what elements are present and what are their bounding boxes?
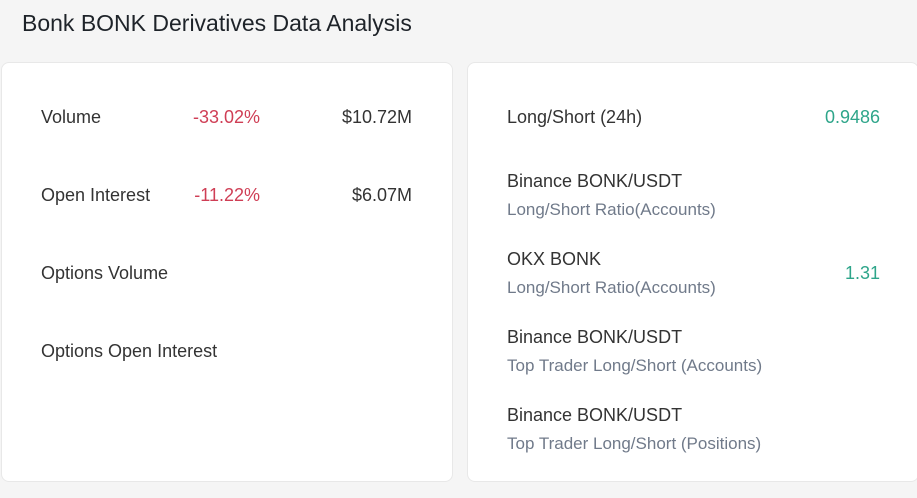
open-interest-label: Open Interest <box>41 185 151 205</box>
open-interest-change: -11.22% <box>194 185 260 205</box>
ratio-item-subtitle: Top Trader Long/Short (Accounts) <box>507 356 763 375</box>
options-volume-row: Options Volume <box>41 261 412 285</box>
ratio-item-title: Binance BONK/USDT <box>507 327 683 347</box>
ratio-item-title: Binance BONK/USDT <box>507 405 683 425</box>
ratio-item: Binance BONK/USDT Top Trader Long/Short … <box>507 325 880 378</box>
derivatives-summary-card: Volume -33.02% $10.72M Open Interest -11… <box>1 62 453 482</box>
ratio-item: OKX BONK Long/Short Ratio(Accounts) 1.31 <box>507 247 880 300</box>
long-short-24h-label: Long/Short (24h) <box>507 107 643 127</box>
volume-label: Volume <box>41 107 102 127</box>
ratio-item-subtitle: Long/Short Ratio(Accounts) <box>507 200 716 219</box>
options-open-interest-label: Options Open Interest <box>41 341 218 361</box>
ratio-item-title: Binance BONK/USDT <box>507 171 683 191</box>
options-volume-label: Options Volume <box>41 263 169 283</box>
volume-row: Volume -33.02% $10.72M <box>41 105 412 129</box>
ratio-item-subtitle: Long/Short Ratio(Accounts) <box>507 278 716 297</box>
long-short-24h-value: 0.9486 <box>824 107 880 127</box>
ratio-item: Binance BONK/USDT Top Trader Long/Short … <box>507 403 880 456</box>
open-interest-value: $6.07M <box>351 185 412 205</box>
ratio-item: Binance BONK/USDT Long/Short Ratio(Accou… <box>507 169 880 222</box>
open-interest-row: Open Interest -11.22% $6.07M <box>41 183 412 207</box>
page-title: Bonk BONK Derivatives Data Analysis <box>22 10 412 36</box>
options-open-interest-row: Options Open Interest <box>41 339 412 363</box>
long-short-24h-row: Long/Short (24h) 0.9486 <box>507 105 880 129</box>
ratio-item-subtitle: Top Trader Long/Short (Positions) <box>507 434 762 453</box>
volume-value: $10.72M <box>341 107 412 127</box>
ratio-item-title: OKX BONK <box>507 249 602 269</box>
ratio-item-value: 1.31 <box>844 263 880 283</box>
volume-change: -33.02% <box>192 107 260 127</box>
long-short-card: Long/Short (24h) 0.9486 Binance BONK/USD… <box>467 62 917 482</box>
